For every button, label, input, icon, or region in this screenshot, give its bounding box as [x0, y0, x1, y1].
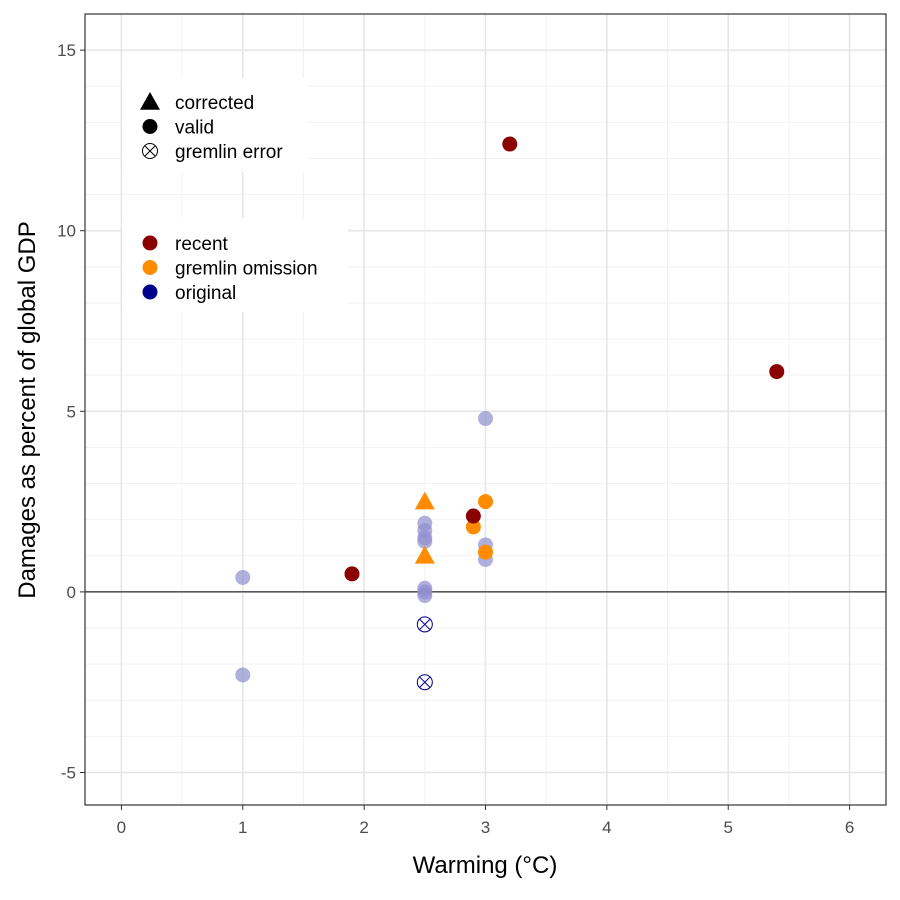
x-axis-title: Warming (°C) — [413, 852, 558, 879]
recent-circle-point — [465, 508, 481, 524]
axis-ticks: 0 1 2 3 4 5 6 -5 0 5 10 15 — [57, 41, 854, 837]
legend-key-recent — [142, 235, 158, 251]
x-tick-label: 3 — [481, 818, 490, 837]
point-outline — [142, 143, 158, 159]
gremlin-omission-circle-point — [478, 544, 493, 560]
point-cross-line — [419, 618, 431, 631]
legend-label: gremlin error — [175, 142, 283, 163]
recent-circle-point — [769, 364, 785, 380]
y-tick-label: -5 — [61, 763, 76, 782]
gremlin-omission-triangle-point — [414, 545, 435, 564]
data-points — [235, 136, 785, 691]
legend-label: original — [175, 283, 236, 304]
legend-key-triangle — [140, 92, 160, 110]
legend-label: valid — [175, 118, 214, 139]
legend-key-circle — [142, 119, 158, 134]
original-crossed-circle-point — [416, 616, 433, 633]
y-tick-label: 0 — [67, 583, 76, 602]
x-tick-label: 4 — [602, 818, 611, 837]
recent-circle-point — [344, 566, 360, 582]
y-tick-label: 15 — [57, 41, 76, 60]
gremlin-omission-circle-point — [465, 519, 481, 535]
legend-key-crossed-circle — [142, 143, 158, 159]
gremlin-omission-circle-point — [478, 494, 493, 510]
color-legend-box — [122, 218, 348, 312]
legend: corrected valid gremlin error recent gremlin… — [122, 78, 348, 312]
legend-key-gremlin-omission — [142, 260, 158, 275]
point-outline — [416, 616, 433, 633]
legend-key-original — [142, 284, 158, 300]
legend-label: corrected — [175, 93, 254, 114]
y-tick-label: 5 — [67, 402, 76, 421]
original-circle-point — [235, 667, 251, 683]
legend-label: gremlin omission — [175, 259, 318, 280]
y-tick-label: 10 — [57, 222, 76, 241]
legend-label: recent — [175, 234, 229, 255]
recent-circle-point — [502, 136, 518, 152]
point-cross-line — [144, 145, 156, 157]
x-tick-label: 0 — [117, 818, 126, 837]
original-circle-point — [417, 588, 433, 604]
original-circle-point — [478, 411, 493, 427]
original-circle-point — [235, 569, 251, 585]
x-tick-label: 2 — [359, 818, 368, 837]
original-circle-point — [417, 533, 433, 549]
original-crossed-circle-point — [416, 674, 433, 691]
x-tick-label: 6 — [845, 818, 854, 837]
x-tick-label: 5 — [723, 818, 732, 837]
x-tick-label: 1 — [238, 818, 247, 837]
point-outline — [416, 674, 433, 691]
point-cross-line — [419, 676, 431, 688]
gremlin-omission-triangle-point — [414, 491, 435, 510]
y-axis-title: Damages as percent of global GDP — [14, 221, 41, 599]
